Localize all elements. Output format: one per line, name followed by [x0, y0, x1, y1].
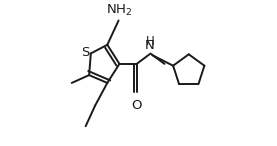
Text: N: N [145, 39, 155, 52]
Text: NH$_2$: NH$_2$ [106, 3, 133, 18]
Text: H: H [145, 35, 154, 48]
Text: S: S [81, 46, 90, 59]
Text: O: O [132, 99, 142, 112]
